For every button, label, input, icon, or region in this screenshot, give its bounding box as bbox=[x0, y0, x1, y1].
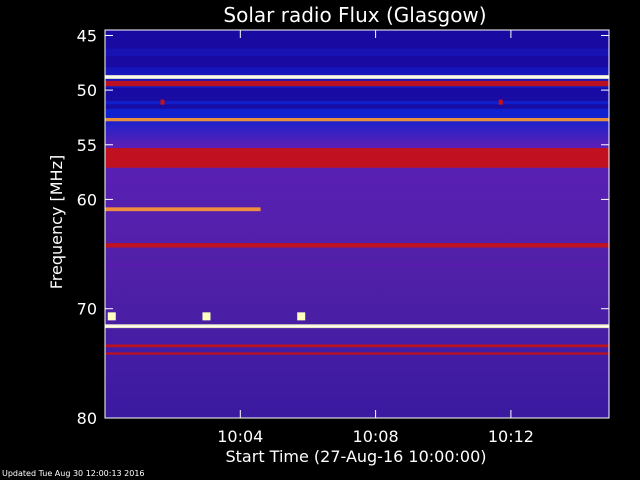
band-10 bbox=[105, 243, 609, 248]
band-8 bbox=[105, 148, 609, 168]
x-axis: 10:04 10:08 10:12 bbox=[217, 30, 534, 446]
y-tick-label-1: 50 bbox=[77, 81, 97, 100]
band-4 bbox=[105, 80, 609, 87]
x-tick-label-0: 10:04 bbox=[217, 427, 263, 446]
x-tick-label-2: 10:12 bbox=[488, 427, 534, 446]
burst-0 bbox=[107, 312, 116, 321]
y-axis: 45 50 55 60 70 80 bbox=[77, 26, 609, 428]
band-13 bbox=[105, 344, 609, 348]
update-timestamp: Updated Tue Aug 30 12:00:13 2016 bbox=[2, 469, 145, 478]
y-tick-label-4: 70 bbox=[77, 300, 97, 319]
y-tick-label-2: 55 bbox=[77, 136, 97, 155]
y-axis-label: Frequency [MHz] bbox=[47, 155, 66, 289]
plot-frame bbox=[104, 29, 610, 419]
plot-area bbox=[105, 30, 609, 418]
band-2 bbox=[105, 56, 609, 68]
band-9 bbox=[105, 207, 261, 212]
burst-1 bbox=[202, 312, 211, 321]
band-14 bbox=[105, 352, 609, 355]
chart-title: Solar radio Flux (Glasgow) bbox=[223, 3, 486, 27]
band-0 bbox=[105, 30, 609, 39]
band-1 bbox=[105, 35, 609, 49]
band-5 bbox=[105, 87, 609, 102]
band-11 bbox=[105, 263, 609, 267]
burst-2 bbox=[297, 312, 306, 321]
y-tick-label-0: 45 bbox=[77, 26, 97, 45]
band-6 bbox=[105, 104, 609, 109]
burst-4 bbox=[498, 99, 503, 105]
y-tick-label-3: 60 bbox=[77, 190, 97, 209]
x-tick-label-1: 10:08 bbox=[353, 427, 399, 446]
band-7 bbox=[105, 117, 609, 122]
x-axis-label: Start Time (27-Aug-16 10:00:00) bbox=[226, 447, 487, 466]
y-tick-label-5: 80 bbox=[77, 409, 97, 428]
burst-3 bbox=[160, 99, 165, 105]
